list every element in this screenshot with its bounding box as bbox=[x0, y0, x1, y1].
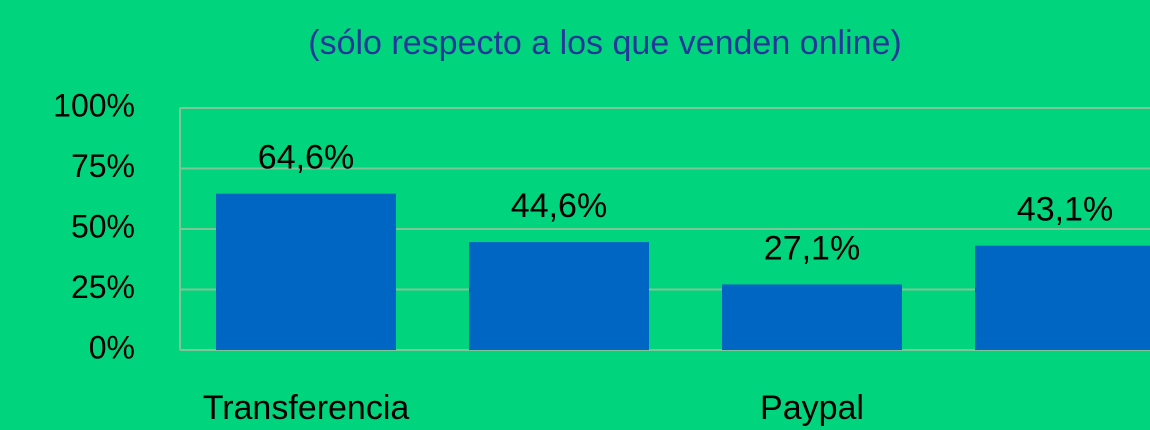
chart-title: (sólo respecto a los que venden online) bbox=[308, 24, 902, 62]
y-tick-label: 0% bbox=[89, 329, 135, 365]
value-label: 43,1% bbox=[1017, 191, 1113, 229]
bar bbox=[975, 245, 1150, 350]
value-label: 64,6% bbox=[258, 139, 354, 177]
y-tick-label: 50% bbox=[71, 208, 135, 244]
y-tick-label: 25% bbox=[71, 269, 135, 305]
x-tick-label: Paypal bbox=[760, 389, 864, 427]
value-label: 27,1% bbox=[764, 229, 860, 267]
value-label: 44,6% bbox=[511, 187, 607, 225]
bar bbox=[722, 284, 902, 350]
y-tick-label: 75% bbox=[71, 148, 135, 184]
bar bbox=[216, 193, 396, 350]
x-tick-label: Transferencia bbox=[203, 389, 410, 427]
bar bbox=[469, 242, 649, 350]
y-tick-label: 100% bbox=[53, 87, 135, 123]
